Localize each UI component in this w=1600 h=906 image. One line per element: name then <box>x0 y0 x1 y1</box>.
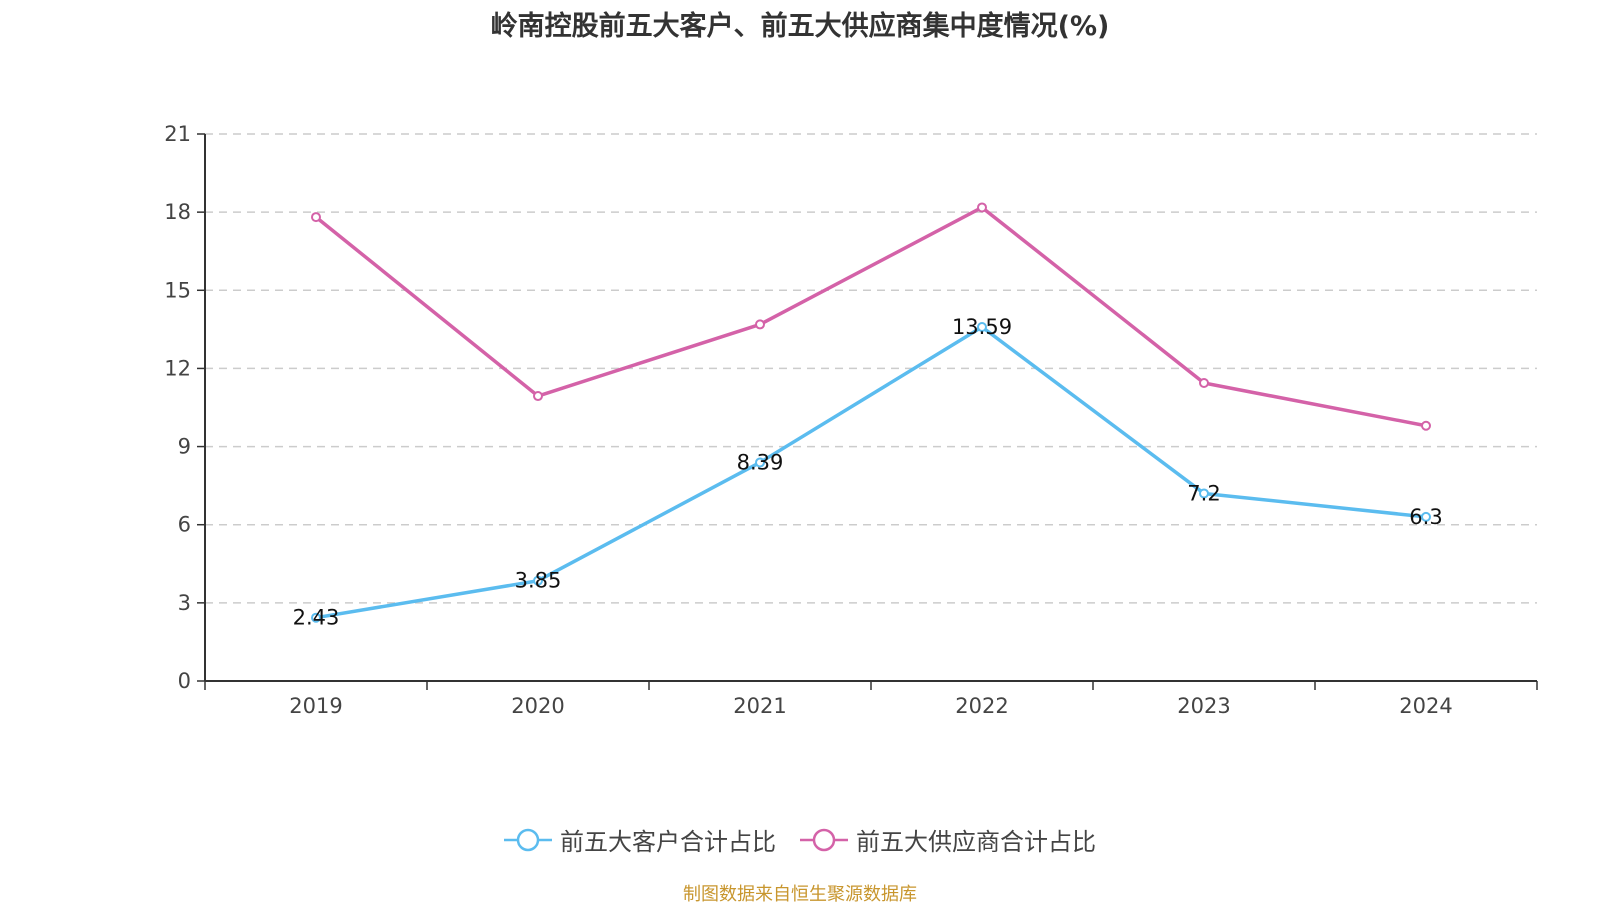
y-tick-label: 12 <box>164 356 191 380</box>
source-footnote: 制图数据来自恒生聚源数据库 <box>683 884 917 905</box>
y-tick-label: 3 <box>178 591 191 615</box>
x-tick-label: 2022 <box>955 694 1008 718</box>
data-label: 7.2 <box>1187 481 1220 505</box>
data-point[interactable] <box>533 391 543 402</box>
data-point[interactable] <box>311 612 321 623</box>
y-tick-label: 15 <box>164 278 191 302</box>
data-labels: 2.43 3.85 8.39 13.59 7.2 6.3 <box>293 315 1443 630</box>
data-point[interactable] <box>977 202 987 213</box>
series-line-1 <box>314 205 1427 428</box>
x-tick-label: 2020 <box>511 694 564 718</box>
grid-lines <box>205 133 1537 604</box>
data-label: 3.85 <box>515 569 562 593</box>
data-label: 6.3 <box>1409 505 1442 529</box>
legend-label-customers: 前五大客户合计占比 <box>560 828 776 856</box>
data-label: 13.59 <box>952 315 1012 339</box>
chart-title: 岭南控股前五大客户、前五大供应商集中度情况(%) <box>490 11 1110 42</box>
data-point[interactable] <box>533 575 543 586</box>
series-lines <box>311 202 1431 623</box>
legend-line-circle-icon <box>504 828 552 851</box>
legend: 前五大客户合计占比 前五大供应商合计占比 <box>0 822 1600 857</box>
y-tick-label: 18 <box>164 200 191 224</box>
series-line-0 <box>315 325 1427 620</box>
data-point[interactable] <box>755 319 765 330</box>
data-point[interactable] <box>311 212 321 223</box>
data-point[interactable] <box>977 322 987 333</box>
data-point[interactable] <box>755 457 765 468</box>
y-tick-label: 0 <box>178 669 191 693</box>
y-tick-label: 21 <box>164 122 191 146</box>
legend-item-suppliers[interactable]: 前五大供应商合计占比 <box>800 822 1096 857</box>
axes: 0 3 6 9 12 15 18 21 2019 2020 2021 2022 2023 2024 <box>164 122 1538 718</box>
data-point[interactable] <box>1421 511 1431 522</box>
legend-label-suppliers: 前五大供应商合计占比 <box>856 828 1096 856</box>
data-point[interactable] <box>1199 488 1209 499</box>
x-tick-label: 2019 <box>289 694 342 718</box>
data-point[interactable] <box>1199 378 1209 389</box>
y-tick-label: 6 <box>178 513 191 537</box>
data-point[interactable] <box>1421 420 1431 431</box>
y-tick-label: 9 <box>178 435 191 459</box>
x-tick-label: 2024 <box>1399 694 1452 718</box>
data-label: 8.39 <box>737 450 784 474</box>
x-tick-label: 2021 <box>733 694 786 718</box>
data-label: 2.43 <box>293 606 340 630</box>
legend-item-customers[interactable]: 前五大客户合计占比 <box>504 822 776 857</box>
x-tick-label: 2023 <box>1177 694 1230 718</box>
legend-line-circle-icon <box>800 828 848 851</box>
